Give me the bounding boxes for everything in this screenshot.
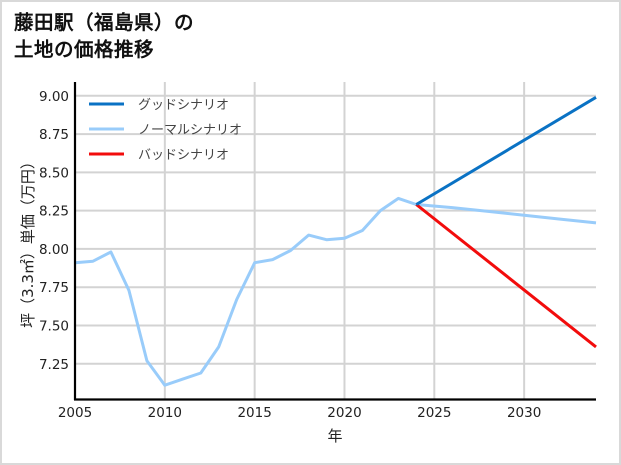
grid-lines: [75, 82, 596, 399]
x-tick-labels: 2005 2010 2015 2020 2025 2030: [58, 405, 541, 421]
x-tick-label: 2005: [58, 405, 92, 421]
x-tick-label: 2010: [148, 405, 182, 421]
x-tick-label: 2015: [237, 405, 271, 421]
series-line: [74, 196, 597, 387]
y-tick-label: 8.50: [39, 165, 69, 181]
axes: [73, 82, 596, 401]
x-axis-label: 年: [327, 427, 342, 445]
y-tick-label: 7.25: [39, 357, 69, 373]
series-lines: [74, 96, 597, 387]
y-tick-label: 7.75: [39, 280, 69, 296]
chart-title-line-2: 土地の価格推移: [14, 38, 155, 61]
legend-label: ノーマルシナリオ: [138, 123, 242, 138]
chart-title: 藤田駅（福島県）の 土地の価格推移: [14, 9, 194, 63]
x-tick-label: 2020: [327, 405, 361, 421]
y-tick-label: 8.00: [39, 242, 69, 258]
x-tick-label: 2025: [417, 405, 451, 421]
x-tick-label: 2030: [507, 405, 541, 421]
chart-title-line-1: 藤田駅（福島県）の: [14, 11, 195, 34]
legend-label: グッドシナリオ: [138, 98, 229, 113]
y-axis-label: 坪（3.3㎡）単価（万円）: [19, 154, 37, 328]
y-tick-labels: 7.25 7.50 7.75 8.00 8.25 8.50 8.75 9.00: [39, 89, 69, 373]
series-line: [415, 96, 597, 206]
y-tick-label: 7.50: [39, 318, 69, 334]
legend-label: バッドシナリオ: [138, 148, 229, 163]
y-tick-label: 9.00: [39, 89, 69, 105]
y-tick-label: 8.75: [39, 127, 69, 143]
y-tick-label: 8.25: [39, 204, 69, 220]
series-line: [415, 203, 597, 349]
